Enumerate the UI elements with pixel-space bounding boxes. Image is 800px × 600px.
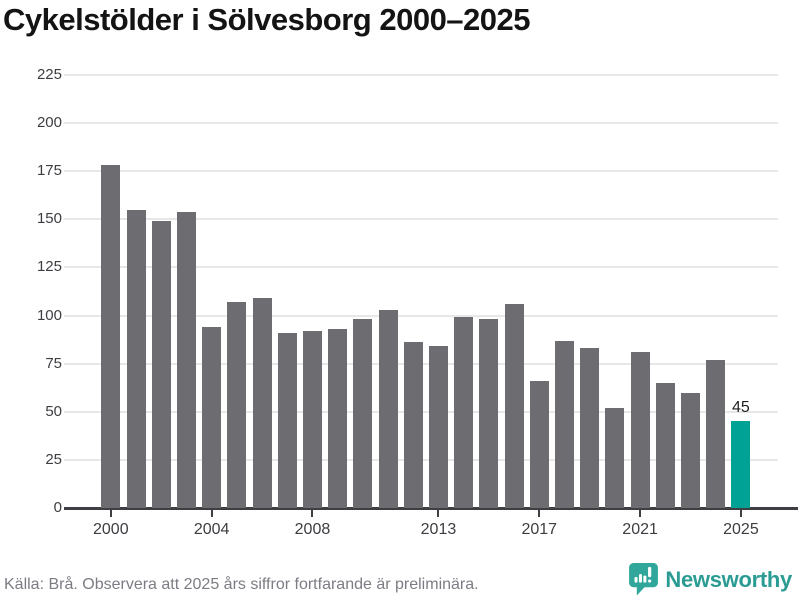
bar-2019 — [580, 348, 600, 508]
bar-2006 — [252, 298, 272, 508]
source-note: Källa: Brå. Observera att 2025 års siffr… — [4, 576, 479, 593]
x-axis-tick-label-2013: 2013 — [420, 521, 457, 538]
bar-2024 — [706, 359, 726, 508]
y-axis-tick-label-25: 25 — [45, 450, 62, 468]
gridline-125 — [64, 266, 778, 269]
bar-2013 — [428, 346, 448, 508]
bar-2016 — [504, 304, 524, 508]
chart-title: Cykelstölder i Sölvesborg 2000–2025 — [3, 2, 531, 37]
bar-2004 — [202, 327, 222, 508]
y-axis-tick-label-150: 150 — [36, 210, 62, 228]
x-axis-tick-2013 — [437, 509, 440, 517]
x-axis-tick-label-2025: 2025 — [723, 521, 759, 538]
bar-2009 — [328, 329, 348, 508]
x-axis-tick-2017 — [538, 509, 541, 517]
plot-area: 0 25 50 75 100 125 150 175 200 225 2000 2004 2008 201… — [36, 66, 798, 538]
newsworthy-wordmark: Newsworthy — [665, 567, 792, 592]
x-axis-tick-2000 — [109, 509, 112, 517]
gridline-150 — [64, 218, 778, 221]
y-axis-tick-label-200: 200 — [36, 114, 62, 132]
bar-2005 — [227, 302, 247, 508]
bar-2014 — [454, 317, 474, 508]
x-axis-line — [64, 506, 798, 510]
bar-2021 — [630, 352, 650, 508]
x-axis-tick-2004 — [210, 509, 213, 517]
newsworthy-bubble-barchart-icon — [629, 563, 659, 596]
bar-2010 — [353, 319, 373, 508]
bar-2023 — [681, 392, 700, 508]
gridline-175 — [64, 170, 778, 173]
bar-2012 — [403, 342, 423, 508]
bar-2007 — [277, 332, 297, 508]
bar-2011 — [378, 309, 398, 508]
bar-2018 — [554, 340, 574, 508]
y-axis-tick-label-100: 100 — [36, 306, 62, 324]
bar-2022 — [655, 382, 675, 508]
bar-2015 — [479, 319, 499, 508]
bar-2000 — [101, 165, 121, 508]
x-axis-tick-2021 — [639, 509, 642, 517]
gridline-225 — [64, 74, 778, 76]
y-axis-tick-label-125: 125 — [36, 258, 62, 276]
y-axis-tick-label-75: 75 — [45, 354, 62, 372]
newsworthy-logo: Newsworthy — [629, 563, 792, 597]
bar-2017 — [529, 380, 549, 508]
x-axis-tick-label-2017: 2017 — [521, 521, 558, 538]
bar-2001 — [126, 209, 146, 508]
highlight-value-label: 45 — [732, 399, 750, 417]
y-axis-tick-label-175: 175 — [36, 162, 62, 180]
gridline-200 — [64, 122, 778, 125]
x-axis-tick-label-2021: 2021 — [622, 521, 658, 538]
bar-2002 — [151, 221, 171, 508]
x-axis-tick-label-2004: 2004 — [193, 521, 230, 538]
bar-2003 — [176, 211, 196, 508]
x-axis-tick-label-2008: 2008 — [294, 521, 331, 538]
gridline-100 — [64, 314, 778, 317]
bar-2020 — [605, 407, 625, 508]
bar-2008 — [302, 330, 322, 508]
y-axis-tick-label-50: 50 — [45, 402, 62, 420]
x-axis-tick-2008 — [311, 509, 314, 517]
x-axis-tick-2025 — [739, 509, 742, 517]
x-axis-tick-label-2000: 2000 — [93, 521, 129, 538]
bar-2025 — [731, 421, 751, 508]
y-axis-tick-label-225: 225 — [36, 66, 62, 83]
y-axis-tick-label-0: 0 — [53, 499, 62, 516]
